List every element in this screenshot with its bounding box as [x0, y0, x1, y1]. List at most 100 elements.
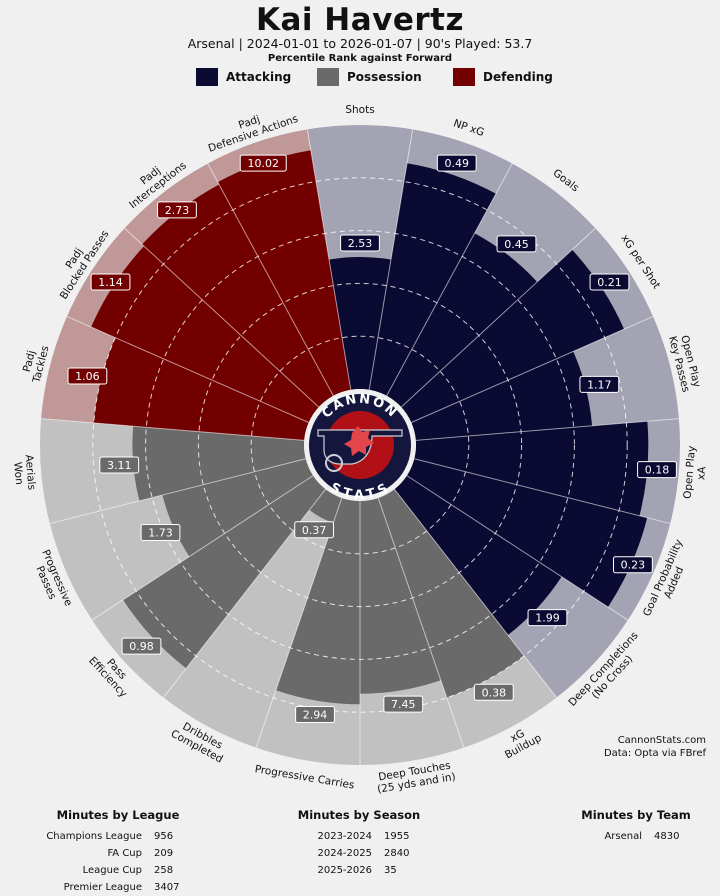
- value-label-box: [637, 461, 677, 479]
- spoke: [411, 315, 654, 423]
- value-label-text: 1.73: [148, 527, 173, 540]
- spoke: [306, 129, 352, 390]
- bar-padj-defensive-actions: [217, 150, 351, 396]
- value-label-text: 0.21: [597, 276, 622, 289]
- category-label-line: NP xG: [452, 117, 486, 139]
- value-label-box: [579, 375, 620, 393]
- spoke: [377, 497, 465, 748]
- bar-padj-blocked-passes: [91, 246, 319, 423]
- value-label-box: [383, 695, 424, 713]
- value-label-padj-interceptions: 2.73: [157, 201, 197, 219]
- value-label-text: 1.17: [587, 378, 612, 391]
- category-label-line: Padj: [21, 349, 38, 373]
- spoke: [207, 163, 334, 396]
- spoke: [400, 227, 596, 408]
- table-row-value: 209: [154, 848, 174, 859]
- value-label-text: 3.11: [107, 459, 132, 472]
- spoke: [406, 475, 629, 621]
- value-label-text: 2.94: [303, 709, 328, 722]
- bar-pass-efficiency: [123, 475, 326, 669]
- value-label-padj-blocked-passes: 1.14: [90, 273, 131, 291]
- table-row: League Cup 258: [28, 862, 208, 879]
- legend-swatch-defending: [453, 68, 475, 86]
- value-label-progressive-carries: 2.94: [295, 706, 335, 724]
- category-label-goals: Goals: [550, 167, 581, 195]
- table-row-value: 2840: [384, 848, 410, 859]
- value-label-text: 10.02: [247, 157, 279, 170]
- percentile-rank-line: Percentile Rank against Forward: [267, 53, 453, 64]
- value-label-padj-defensive-actions: 10.02: [239, 154, 287, 172]
- gridline-20: [250, 335, 470, 555]
- category-label-progressive-carries: Progressive Carries: [254, 763, 355, 791]
- table-row-value: 35: [384, 865, 397, 876]
- table-row-value: 956: [154, 831, 174, 842]
- value-label-aerials-won: 3.11: [99, 456, 140, 474]
- credit-block: CannonStats.com Data: Opta via FBref: [604, 734, 706, 760]
- value-label-box: [589, 273, 630, 291]
- bar-goal-probability-added: [406, 458, 648, 608]
- legend: Attacking Possession Defending: [0, 67, 720, 87]
- value-label-open-play-xa: 0.18: [637, 461, 677, 479]
- value-label-padj-tackles: 1.06: [67, 367, 108, 385]
- category-label-line: Aerials: [23, 454, 38, 490]
- value-label-text: 0.49: [445, 157, 470, 170]
- legend-item-attacking: Attacking: [196, 67, 291, 87]
- value-label-text: 0.23: [621, 559, 646, 572]
- spokes: [41, 129, 679, 765]
- value-label-box: [239, 154, 287, 172]
- minutes-by-team-table: Minutes by Team Arsenal 4830: [566, 808, 706, 845]
- table-row-value: 3407: [154, 882, 180, 893]
- value-label-goal-probability-added: 0.23: [613, 556, 653, 574]
- legend-item-defending: Defending: [453, 67, 553, 87]
- table-row: FA Cup 209: [28, 845, 208, 862]
- value-label-text: 7.45: [391, 698, 416, 711]
- player-name-title: Kai Havertz: [255, 2, 465, 38]
- bar-progressive-passes: [162, 458, 314, 557]
- table-row-value: 1955: [384, 831, 410, 842]
- minutes-by-league-title: Minutes by League: [56, 808, 180, 822]
- value-label-box: [140, 524, 181, 542]
- value-label-goals: 0.45: [496, 235, 537, 253]
- table-row-label: Champions League: [46, 831, 142, 842]
- credit-source: Data: Opta via FBref: [603, 748, 706, 759]
- bar-open-play-xa: [414, 421, 649, 516]
- table-row-value: 258: [154, 865, 174, 876]
- value-label-text: 0.98: [129, 640, 154, 653]
- value-label-box: [67, 367, 108, 385]
- value-label-text: 1.06: [75, 370, 100, 383]
- table-row: Arsenal 4830: [566, 828, 706, 845]
- value-label-text: 0.38: [482, 686, 507, 699]
- table-row-label: Premier League: [63, 882, 142, 893]
- value-label-box: [295, 706, 335, 724]
- category-label-line: Goals: [550, 167, 581, 195]
- table-row: Premier League 3407: [28, 879, 208, 896]
- value-label-box: [340, 234, 380, 252]
- legend-swatch-possession: [317, 68, 339, 86]
- value-label-text: 0.45: [504, 238, 529, 251]
- value-label-text: 0.18: [645, 464, 670, 477]
- value-label-box: [473, 683, 514, 701]
- cannon-stats-logo: CANNON STATS: [304, 389, 416, 503]
- spoke: [49, 458, 306, 525]
- value-label-box: [294, 521, 335, 539]
- value-label-deep-touches-25-yds-and-in: 7.45: [383, 695, 424, 713]
- legend-label-possession: Possession: [347, 70, 422, 84]
- bar-padj-interceptions: [142, 184, 334, 408]
- legend-label-attacking: Attacking: [226, 70, 292, 84]
- value-label-xg-buildup: 0.38: [473, 683, 514, 701]
- bar-xg-buildup: [378, 489, 525, 698]
- spoke: [255, 497, 343, 748]
- bar-dribbles-completed: [309, 489, 342, 523]
- value-label-box: [157, 201, 197, 219]
- bar-aerials-won: [132, 426, 306, 501]
- value-label-progressive-passes: 1.73: [140, 524, 181, 542]
- table-row-label: 2024-2025: [317, 848, 372, 859]
- bar-deep-touches-25-yds-and-in: [360, 497, 441, 694]
- logo-cannon-wheel: [325, 454, 343, 472]
- table-row-label: 2023-2024: [317, 831, 372, 842]
- bar-np-xg: [369, 163, 496, 396]
- category-label-line: Progressive Carries: [254, 763, 355, 791]
- spoke: [394, 488, 557, 698]
